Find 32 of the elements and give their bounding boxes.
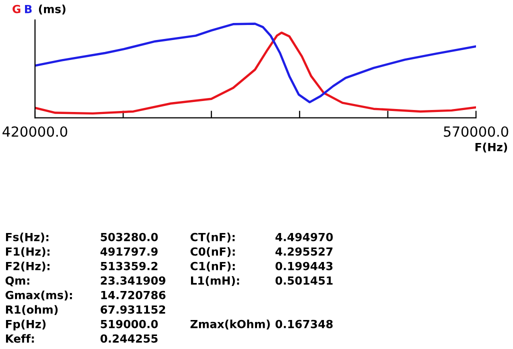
text: 67.931152: [100, 305, 166, 314]
text: Zmax(kOhm): [190, 320, 270, 330]
text: 4.494970: [276, 232, 333, 242]
text: 0.501451: [276, 276, 333, 285]
x-axis-title: F(Hz): [476, 142, 508, 153]
text: 23.341909: [100, 276, 166, 285]
text: Keff:: [6, 334, 34, 343]
text: Qm:: [6, 276, 30, 286]
text: R1(ohm): [6, 305, 58, 316]
text: L1(mH):: [191, 276, 240, 286]
text: C1(nF):: [190, 262, 235, 272]
text: G: [12, 4, 20, 14]
text: 4.295527: [276, 247, 332, 256]
text: 491797.9: [100, 247, 158, 256]
text: 503280.0: [100, 232, 158, 242]
text: 0.167348: [276, 320, 333, 328]
text: 14.720786: [101, 290, 166, 300]
text: 0.244255: [100, 334, 158, 343]
x-tick-label: 420000.0: [2, 126, 68, 137]
text: CT(nF):: [190, 232, 235, 243]
text: 513359.2: [100, 262, 158, 270]
text: F1(Hz):: [6, 247, 50, 258]
text: Fs(Hz):: [6, 232, 48, 243]
text: B: [25, 4, 32, 14]
text: C0(nF):: [190, 247, 235, 258]
y-axis-title: (ms): [38, 4, 66, 15]
text: Fp(Hz): [6, 320, 46, 330]
x-tick-label: 570000.0: [444, 126, 508, 137]
text: 0.199443: [276, 262, 332, 270]
text: F2(Hz):: [6, 262, 50, 272]
text: 519000.0: [100, 320, 158, 328]
text: Gmax(ms):: [6, 290, 72, 301]
